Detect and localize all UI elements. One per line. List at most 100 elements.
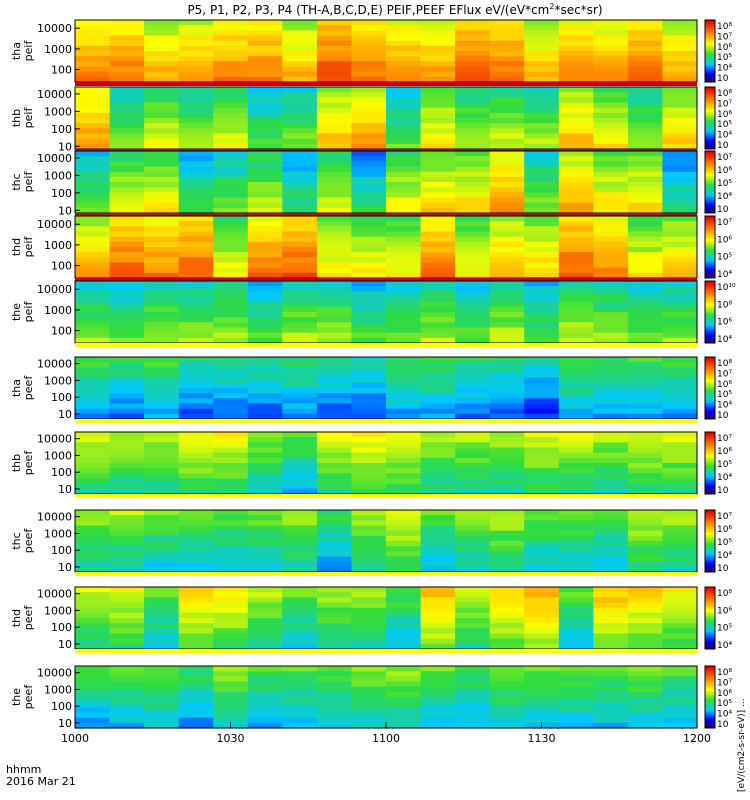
heatmap-cell <box>351 526 386 532</box>
heatmap-cell <box>110 432 145 438</box>
heatmap-cell <box>144 216 179 222</box>
heatmap-cell <box>628 388 663 394</box>
heatmap-cell <box>559 432 594 438</box>
heatmap-cell <box>593 393 628 399</box>
heatmap-cell <box>593 192 628 198</box>
heatmap-cell <box>248 671 283 677</box>
heatmap-cell <box>75 687 110 693</box>
heatmap-cell <box>593 281 628 287</box>
heatmap-cell <box>144 473 179 479</box>
heatmap-cell <box>144 541 179 547</box>
colorbar-tick-label: 10⁵ <box>717 460 732 470</box>
colorbar-tick-label: 10⁶ <box>717 380 732 390</box>
heatmap-cell <box>386 72 421 78</box>
heatmap-cell <box>593 357 628 363</box>
y-tick-label: 10000 <box>37 152 72 165</box>
heatmap-cell <box>490 383 525 389</box>
heatmap-cell <box>144 515 179 521</box>
heatmap-cell <box>213 139 248 145</box>
heatmap-cell <box>662 51 697 57</box>
heatmap-cell <box>317 41 352 47</box>
heatmap-cell <box>317 286 352 292</box>
heatmap-cell <box>282 151 317 157</box>
heatmap-cell <box>386 182 421 188</box>
heatmap-cell <box>455 257 490 263</box>
heatmap-cell <box>179 357 214 363</box>
heatmap-cell <box>351 378 386 384</box>
heatmap-cell <box>490 448 525 454</box>
heatmap-cell <box>110 307 145 313</box>
heatmap-cell <box>628 41 663 47</box>
heatmap-cell <box>317 682 352 688</box>
heatmap-cell <box>317 36 352 42</box>
heatmap-cell <box>386 286 421 292</box>
heatmap-cell <box>282 216 317 222</box>
heatmap-cell <box>351 161 386 167</box>
heatmap-cell <box>317 388 352 394</box>
heatmap-cell <box>455 373 490 379</box>
heatmap-cell <box>386 603 421 609</box>
heatmap-cell <box>593 562 628 568</box>
heatmap-cell <box>628 373 663 379</box>
heatmap-cell <box>110 25 145 31</box>
heatmap-cell <box>317 409 352 415</box>
heatmap-cell <box>144 139 179 145</box>
heatmap-cell <box>282 25 317 31</box>
heatmap-cell <box>628 515 663 521</box>
heatmap-cell <box>282 118 317 124</box>
heatmap-cell <box>662 687 697 693</box>
heatmap-cell <box>524 404 559 410</box>
panel-bottom-band <box>75 572 697 576</box>
heatmap-cell <box>144 468 179 474</box>
heatmap-cell <box>421 297 456 303</box>
heatmap-cell <box>455 192 490 198</box>
colorbar-tick-label: 10⁳ <box>717 486 729 496</box>
y-tick-label: 1000 <box>44 304 72 317</box>
heatmap-cell <box>179 46 214 52</box>
heatmap-cell <box>628 362 663 368</box>
heatmap-cell <box>351 97 386 103</box>
heatmap-cell <box>248 702 283 708</box>
heatmap-cell <box>662 707 697 713</box>
heatmap-cell <box>213 713 248 719</box>
heatmap-cell <box>628 128 663 134</box>
y-tick-label: 10000 <box>37 22 72 35</box>
heatmap-cell <box>593 61 628 67</box>
heatmap-cell <box>213 56 248 62</box>
heatmap-cell <box>524 113 559 119</box>
heatmap-cell <box>628 707 663 713</box>
heatmap-cell <box>75 541 110 547</box>
heatmap-cell <box>386 682 421 688</box>
heatmap-cell <box>282 61 317 67</box>
heatmap-cell <box>455 453 490 459</box>
heatmap-cell <box>75 333 110 339</box>
heatmap-cell <box>386 378 421 384</box>
heatmap-cell <box>421 87 456 93</box>
heatmap-cell <box>282 221 317 227</box>
colorbar-tick-label: 10⁴ <box>717 401 732 411</box>
heatmap-cell <box>593 72 628 78</box>
heatmap-cell <box>179 526 214 532</box>
heatmap-cell <box>351 618 386 624</box>
heatmap-cell <box>386 510 421 516</box>
heatmap-cell <box>213 291 248 297</box>
heatmap-cell <box>421 268 456 274</box>
heatmap-cell <box>386 671 421 677</box>
heatmap-cell <box>282 232 317 238</box>
heatmap-cell <box>662 592 697 598</box>
heatmap-cell <box>386 613 421 619</box>
heatmap-cell <box>559 20 594 26</box>
heatmap-cell <box>282 666 317 672</box>
heatmap-cell <box>248 312 283 318</box>
heatmap-cell <box>179 41 214 47</box>
heatmap-cell <box>282 562 317 568</box>
heatmap-cell <box>179 587 214 593</box>
heatmap-cell <box>351 216 386 222</box>
heatmap-cell <box>351 297 386 303</box>
heatmap-cell <box>386 97 421 103</box>
colorbar-tick-label: 10⁵ <box>717 390 732 400</box>
heatmap-cell <box>559 531 594 537</box>
heatmap-cell <box>559 623 594 629</box>
heatmap-cell <box>386 526 421 532</box>
heatmap-cell <box>421 592 456 598</box>
